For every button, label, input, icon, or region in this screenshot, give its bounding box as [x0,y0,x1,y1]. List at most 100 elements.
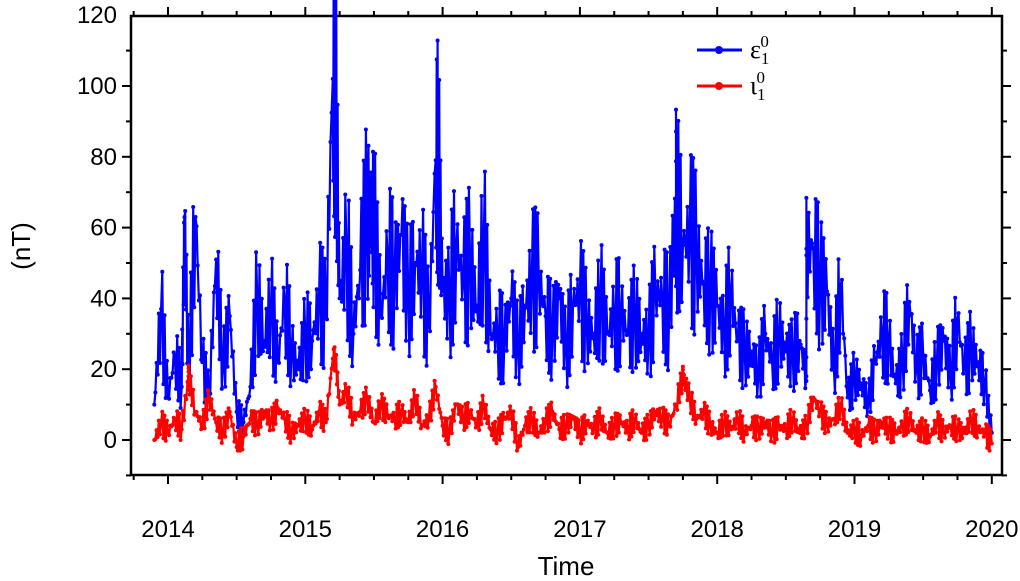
data-point [753,381,757,386]
data-point [437,78,442,82]
data-point [676,118,681,123]
data-point [453,320,458,325]
data-point [247,394,252,399]
data-point [192,412,197,417]
data-point [188,374,193,379]
data-point [186,380,191,385]
data-point [219,440,224,445]
data-point [804,316,809,321]
data-point [278,333,283,338]
data-point [299,411,304,416]
data-point [455,222,460,227]
data-point [380,316,384,320]
data-point [174,428,178,433]
data-point [366,409,371,414]
data-point [228,327,233,332]
data-point [634,412,638,417]
data-point [707,409,712,414]
data-point [740,414,745,419]
data-point [342,307,347,312]
data-point [580,359,585,364]
data-point [980,350,985,355]
data-point [622,308,627,313]
data-point [646,338,651,343]
data-point [384,229,389,234]
data-point [712,340,717,345]
data-point [757,436,762,441]
y-tick-label: 120 [77,2,117,29]
data-point [779,364,784,369]
series-layer [152,0,994,453]
data-point [274,398,279,403]
data-point [234,445,239,450]
data-point [637,296,642,301]
data-point [434,397,439,402]
data-point [210,345,215,350]
data-point [774,437,779,442]
data-point [596,258,601,263]
data-point [409,337,414,342]
data-point [347,414,352,419]
data-point [243,432,248,437]
data-point [844,384,849,389]
data-point [169,375,174,380]
data-point [907,416,912,421]
data-point [548,425,553,429]
data-point [621,338,626,343]
data-point [969,416,974,421]
data-point [960,436,965,441]
data-point [454,243,459,248]
data-point [465,343,470,348]
data-point [310,338,315,343]
data-point [589,421,594,426]
data-point [727,419,732,424]
data-point [317,409,321,414]
data-point [297,417,302,422]
data-point [873,430,878,435]
data-point [336,395,341,399]
data-point [322,406,327,411]
data-point [239,426,244,430]
data-point [588,425,593,430]
y-tick-label: 60 [90,215,117,242]
data-point [674,200,678,205]
data-point [440,423,445,428]
data-point [369,250,374,255]
data-point [632,314,637,319]
data-point [528,406,533,410]
data-point [785,331,789,336]
data-point [846,375,851,380]
data-point [876,432,881,437]
data-point [790,353,795,357]
data-point [159,420,164,425]
data-point [818,282,823,287]
data-point [688,411,693,416]
legend-subscript: 1 [757,85,766,104]
data-point [371,305,376,310]
data-point [954,367,959,372]
data-point [317,296,321,301]
data-point [945,429,950,434]
data-point [672,196,677,201]
data-point [818,409,823,414]
data-point [831,416,836,421]
data-point [750,364,755,369]
data-point [762,303,767,308]
data-point [414,412,419,417]
data-point [333,76,338,81]
data-point [684,254,689,259]
data-point [188,270,193,275]
data-point [612,423,617,428]
data-point [167,433,172,438]
data-point [551,283,556,288]
data-point [605,430,610,435]
data-point [486,414,491,419]
data-point [680,367,685,372]
data-point [509,296,514,301]
data-point [701,409,706,414]
data-point [359,196,364,201]
data-point [539,424,543,429]
data-point [852,427,857,432]
data-point [175,334,180,339]
data-point [971,408,976,412]
